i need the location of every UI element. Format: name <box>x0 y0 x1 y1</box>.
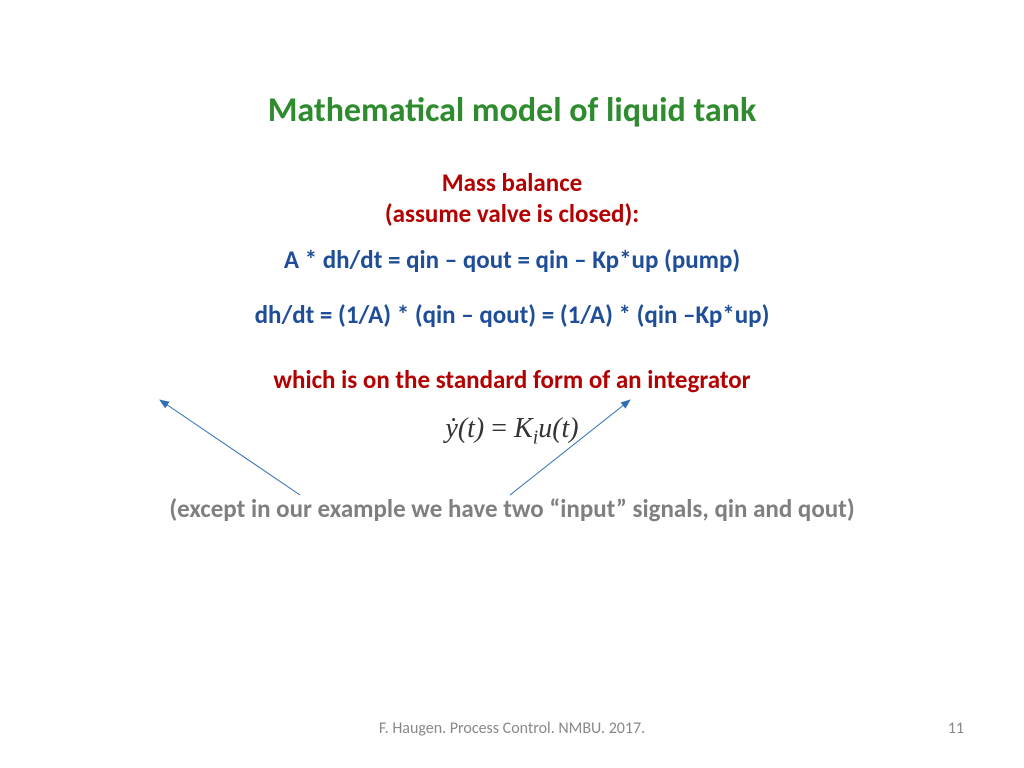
subtitle-block: Mass balance (assume valve is closed): <box>40 167 984 230</box>
page-number: 11 <box>948 719 964 738</box>
footer-text: F. Haugen. Process Control. NMBU. 2017. <box>0 719 1024 738</box>
formula-lhs-arg: (t) <box>458 413 484 444</box>
integrator-note: which is on the standard form of an inte… <box>40 364 984 395</box>
exception-note: (except in our example we have two “inpu… <box>40 493 984 524</box>
slide: Mathematical model of liquid tank Mass b… <box>0 0 1024 768</box>
equation-1: A * dh/dt = qin – qout = qin – Kp*up (pu… <box>40 244 984 275</box>
subtitle-line2: (assume valve is closed): <box>40 198 984 229</box>
slide-title: Mathematical model of liquid tank <box>40 90 984 131</box>
formula-u: u <box>538 413 552 444</box>
equation-2: dh/dt = (1/A) * (qin – qout) = (1/A) * (… <box>40 299 984 330</box>
integrator-formula: ẏ(t) = Kiu(t) <box>445 413 578 450</box>
formula-K: K <box>514 413 533 444</box>
formula-rhs-arg: (t) <box>552 413 578 444</box>
integrator-formula-wrap: ẏ(t) = Kiu(t) <box>40 413 984 450</box>
formula-ydot: ẏ <box>445 413 457 444</box>
subtitle-line1: Mass balance <box>40 167 984 198</box>
formula-eq: = <box>484 413 514 444</box>
